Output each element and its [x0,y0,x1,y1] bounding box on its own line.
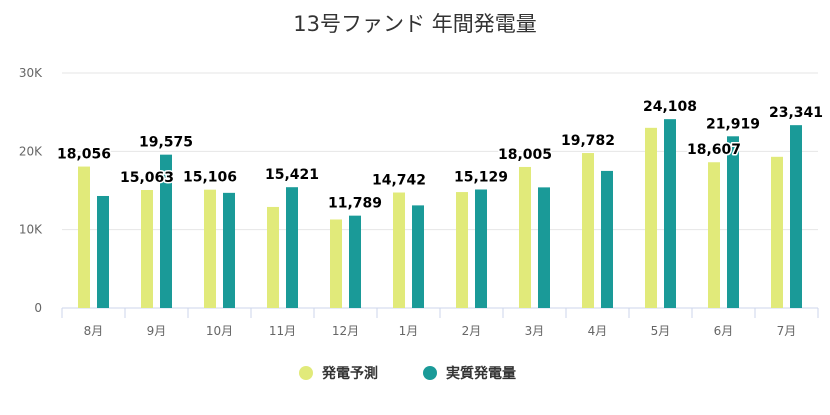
legend-marker[interactable] [423,366,437,380]
data-label: 14,742 [372,173,426,189]
bar-forecast[interactable] [519,166,531,308]
chart-title: 13号ファンド 年間発電量 [293,12,537,36]
bar-forecast[interactable] [456,192,468,308]
y-tick-label: 10K [19,223,43,237]
data-label: 19,575 [139,135,193,151]
data-label: 18,056 [57,147,111,163]
x-tick-label: 12月 [332,324,359,338]
data-label: 18,607 [687,142,741,158]
bar-actual[interactable] [160,154,172,308]
bar-actual[interactable] [664,119,676,309]
bar-actual[interactable] [727,136,739,308]
bar-forecast[interactable] [771,156,783,308]
legend-label[interactable]: 発電予測 [321,365,378,382]
y-tick-label: 30K [19,66,43,80]
data-label: 18,005 [498,147,552,163]
y-tick-label: 0 [34,301,42,315]
bar-forecast[interactable] [204,189,216,308]
data-label: 15,129 [454,169,508,185]
bar-forecast[interactable] [141,190,153,308]
bar-forecast[interactable] [330,219,342,308]
bar-actual[interactable] [349,215,361,308]
bar-actual[interactable] [286,187,298,308]
x-tick-label: 5月 [651,324,671,338]
bar-forecast[interactable] [582,153,594,308]
x-tick-label: 6月 [714,324,734,338]
x-tick-label: 1月 [399,324,419,338]
data-label: 19,782 [561,133,615,149]
x-tick-label: 7月 [777,324,797,338]
bar-actual[interactable] [790,125,802,308]
x-tick-label: 3月 [525,324,545,338]
x-tick-label: 2月 [462,324,482,338]
bar-forecast[interactable] [393,192,405,308]
bar-forecast[interactable] [267,206,279,308]
legend-label[interactable]: 実質発電量 [446,365,516,382]
x-tick-label: 8月 [84,324,104,338]
bar-actual[interactable] [412,205,424,308]
data-label: 15,063 [120,170,174,186]
data-label: 23,341 [769,105,823,121]
bar-actual[interactable] [97,195,109,308]
bar-actual[interactable] [475,189,487,308]
data-label: 15,421 [265,167,319,183]
bar-actual[interactable] [538,187,550,308]
x-tick-label: 4月 [588,324,608,338]
bar-actual[interactable] [223,192,235,308]
data-label: 24,108 [643,99,697,115]
legend-marker[interactable] [299,366,313,380]
bar-forecast[interactable] [708,162,720,308]
x-tick-label: 10月 [206,324,233,338]
data-label: 15,106 [183,170,237,186]
bar-forecast[interactable] [78,166,90,308]
bar-actual[interactable] [601,170,613,308]
data-label: 21,919 [706,116,760,132]
y-tick-label: 20K [19,144,43,158]
data-label: 11,789 [328,196,382,212]
bar-forecast[interactable] [645,127,657,308]
x-tick-label: 9月 [147,324,167,338]
x-tick-label: 11月 [269,324,296,338]
